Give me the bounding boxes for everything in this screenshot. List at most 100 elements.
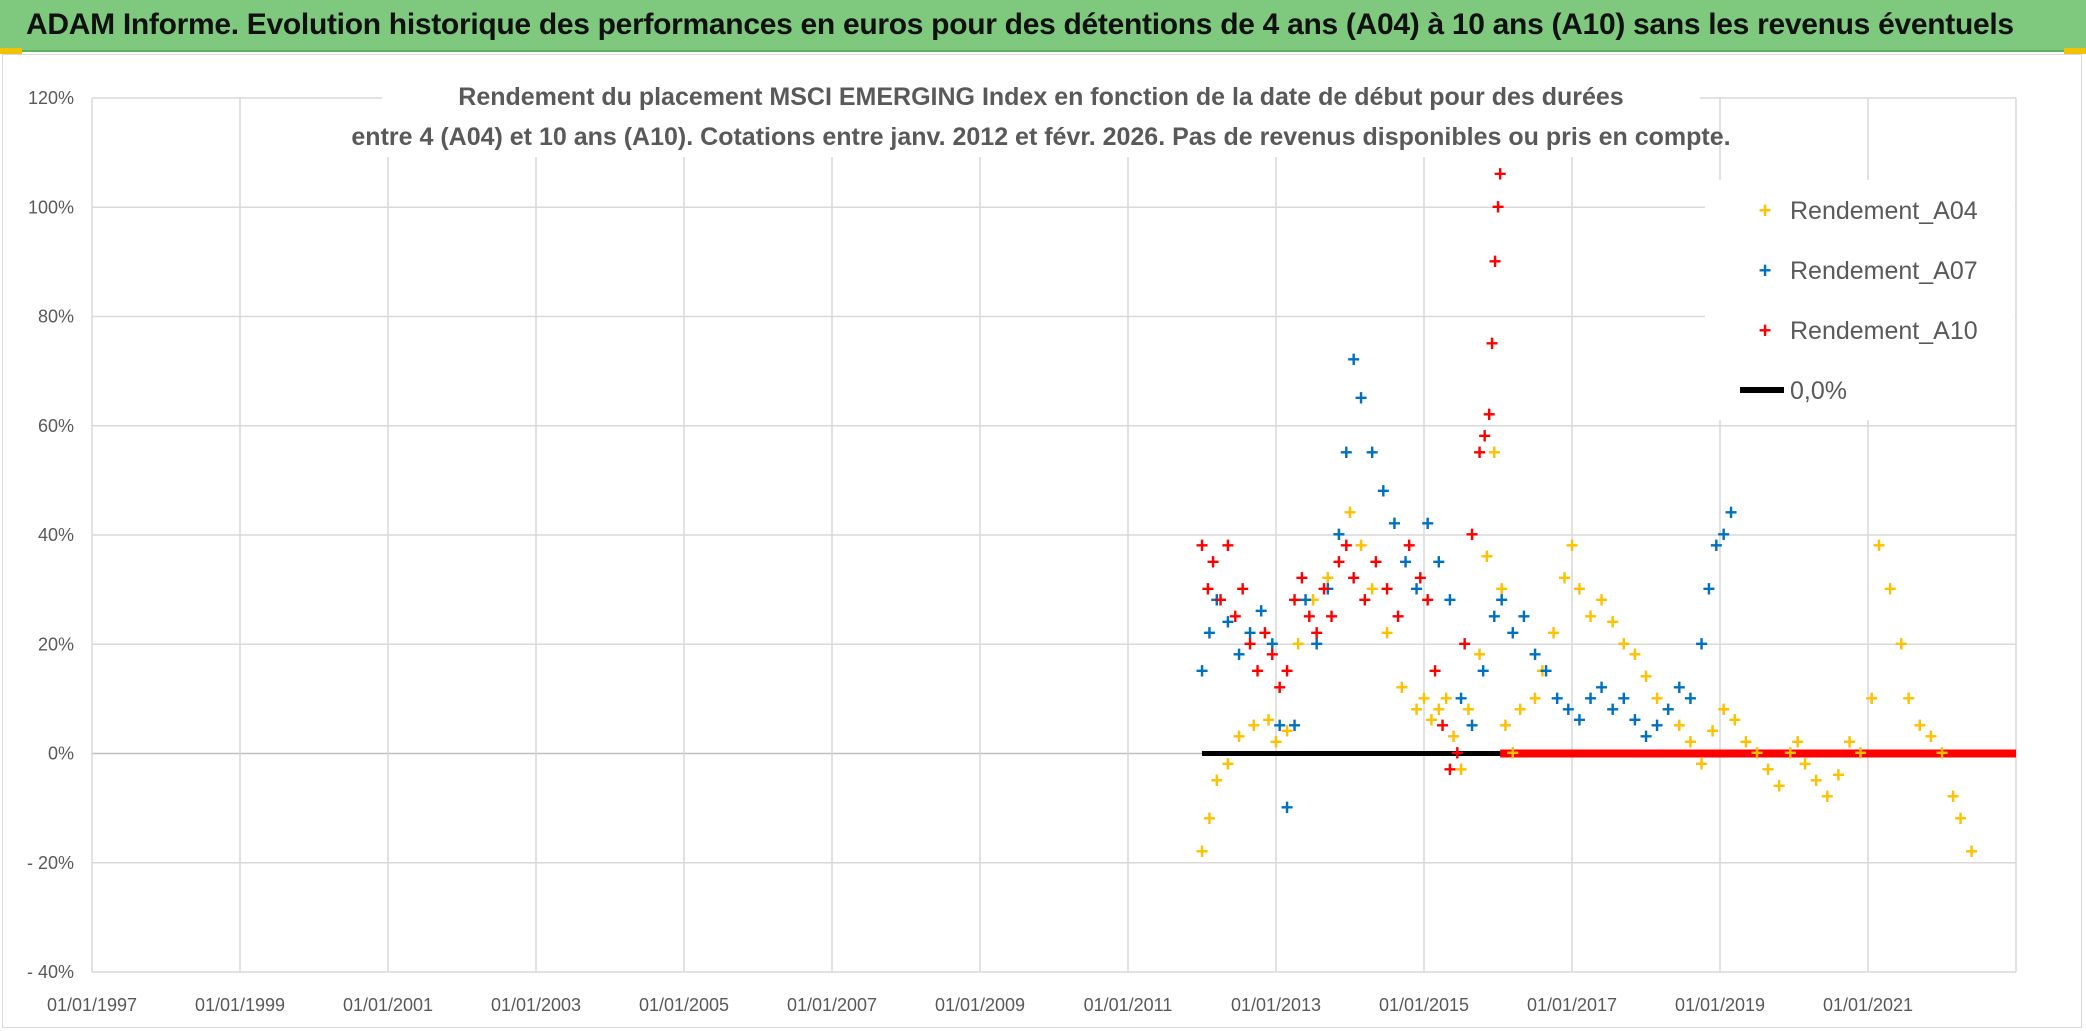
- point-a04: +: [1529, 686, 1542, 711]
- point-a07: +: [1717, 522, 1730, 547]
- point-a04: +: [1706, 719, 1719, 744]
- point-a04: +: [1965, 839, 1978, 864]
- point-a07: +: [1355, 385, 1368, 410]
- legend-marker-a04: +: [1759, 198, 1772, 223]
- point-a04: +: [1854, 741, 1867, 766]
- y-tick-label: 80%: [38, 307, 74, 327]
- point-a04: +: [1395, 675, 1408, 700]
- x-tick-label: 01/01/2019: [1675, 995, 1765, 1015]
- legend-label-zero: 0,0%: [1790, 377, 1847, 405]
- point-a07: +: [1432, 549, 1445, 574]
- point-a10: +: [1214, 588, 1227, 613]
- point-a04: +: [1821, 784, 1834, 809]
- y-tick-label: - 40%: [27, 962, 74, 982]
- point-a04: +: [1695, 751, 1708, 776]
- point-a10: +: [1478, 424, 1491, 449]
- y-tick-label: 40%: [38, 525, 74, 545]
- scatter-chart: - 40%- 20%0%20%40%60%80%100%120% 01/01/1…: [0, 0, 2086, 1031]
- point-a04: +: [1902, 686, 1915, 711]
- point-a04: +: [1203, 806, 1216, 831]
- point-a07: +: [1340, 440, 1353, 465]
- point-a07: +: [1517, 604, 1530, 629]
- point-a10: +: [1489, 249, 1502, 274]
- point-a07: +: [1466, 713, 1479, 738]
- point-a04: +: [1506, 741, 1519, 766]
- point-a10: +: [1421, 588, 1434, 613]
- point-a04: +: [1873, 533, 1886, 558]
- point-a10: +: [1236, 577, 1249, 602]
- point-a07: +: [1702, 577, 1715, 602]
- point-a07: +: [1684, 686, 1697, 711]
- point-a04: +: [1773, 773, 1786, 798]
- y-axis-ticks: - 40% - 20% 0% 20% 40% 60% 80% 100% 120%: [27, 88, 74, 982]
- point-a04: +: [1936, 741, 1949, 766]
- point-a10: +: [1492, 194, 1505, 219]
- point-a10: +: [1201, 577, 1214, 602]
- point-a04: +: [1573, 577, 1586, 602]
- point-a04: +: [1514, 697, 1527, 722]
- point-a10: +: [1369, 549, 1382, 574]
- point-a04: +: [1884, 577, 1897, 602]
- point-a10: +: [1466, 522, 1479, 547]
- point-a04: +: [1954, 806, 1967, 831]
- point-a07: +: [1477, 659, 1490, 684]
- y-tick-label: 120%: [28, 88, 74, 108]
- point-a07: +: [1695, 631, 1708, 656]
- point-a04: +: [1233, 724, 1246, 749]
- point-a07: +: [1495, 588, 1508, 613]
- point-a10: +: [1429, 659, 1442, 684]
- y-tick-label: 60%: [38, 416, 74, 436]
- chart-title-line-2: entre 4 (A04) et 10 ans (A10). Cotations…: [351, 123, 1730, 151]
- legend-label-a10: Rendement_A10: [1790, 317, 1978, 345]
- point-a10: +: [1229, 604, 1242, 629]
- x-tick-label: 01/01/2005: [639, 995, 729, 1015]
- point-a10: +: [1288, 588, 1301, 613]
- point-a10: +: [1281, 659, 1294, 684]
- point-a07: +: [1573, 708, 1586, 733]
- point-a10: +: [1207, 549, 1220, 574]
- legend-marker-a07: +: [1759, 258, 1772, 283]
- point-a10: +: [1221, 533, 1234, 558]
- y-tick-label: 0%: [48, 744, 74, 764]
- x-tick-label: 01/01/1999: [195, 995, 285, 1015]
- legend-label-a07: Rendement_A07: [1790, 257, 1978, 285]
- point-a04: +: [1221, 751, 1234, 776]
- point-a07: +: [1443, 588, 1456, 613]
- point-a04: +: [1355, 533, 1368, 558]
- point-a10: +: [1325, 604, 1338, 629]
- point-a10: +: [1436, 713, 1449, 738]
- point-a04: +: [1547, 620, 1560, 645]
- legend: + Rendement_A04 + Rendement_A07 + Rendem…: [1705, 180, 2015, 420]
- y-tick-label: 100%: [28, 197, 74, 217]
- point-a10: +: [1403, 533, 1416, 558]
- chart-title-line-1: Rendement du placement MSCI EMERGING Ind…: [458, 83, 1623, 111]
- point-a04: +: [1558, 566, 1571, 591]
- point-a04: +: [1196, 839, 1209, 864]
- x-tick-label: 01/01/2009: [935, 995, 1025, 1015]
- point-a04: +: [1292, 631, 1305, 656]
- point-a07: +: [1540, 659, 1553, 684]
- point-a10: +: [1244, 631, 1257, 656]
- point-a07: +: [1366, 440, 1379, 465]
- legend-label-a04: Rendement_A04: [1790, 197, 1978, 225]
- x-tick-label: 01/01/2013: [1231, 995, 1321, 1015]
- point-a07: +: [1196, 659, 1209, 684]
- point-a07: +: [1455, 686, 1468, 711]
- legend-marker-a10: +: [1759, 318, 1772, 343]
- x-tick-label: 01/01/2011: [1084, 995, 1173, 1015]
- point-a04: +: [1865, 686, 1878, 711]
- point-a10: +: [1451, 741, 1464, 766]
- x-tick-label: 01/01/2007: [787, 995, 877, 1015]
- point-a10: +: [1392, 604, 1405, 629]
- point-a07: +: [1288, 713, 1301, 738]
- x-tick-label: 01/01/2021: [1823, 995, 1913, 1015]
- point-a04: +: [1566, 533, 1579, 558]
- x-axis-ticks: 01/01/1997 01/01/1999 01/01/2001 01/01/2003…: [47, 995, 1913, 1015]
- y-tick-label: - 20%: [27, 853, 74, 873]
- point-a10: +: [1483, 402, 1496, 427]
- point-a04: +: [1832, 762, 1845, 787]
- point-a07: +: [1281, 795, 1294, 820]
- point-a10: +: [1251, 659, 1264, 684]
- point-a10: +: [1318, 577, 1331, 602]
- point-a10: +: [1358, 588, 1371, 613]
